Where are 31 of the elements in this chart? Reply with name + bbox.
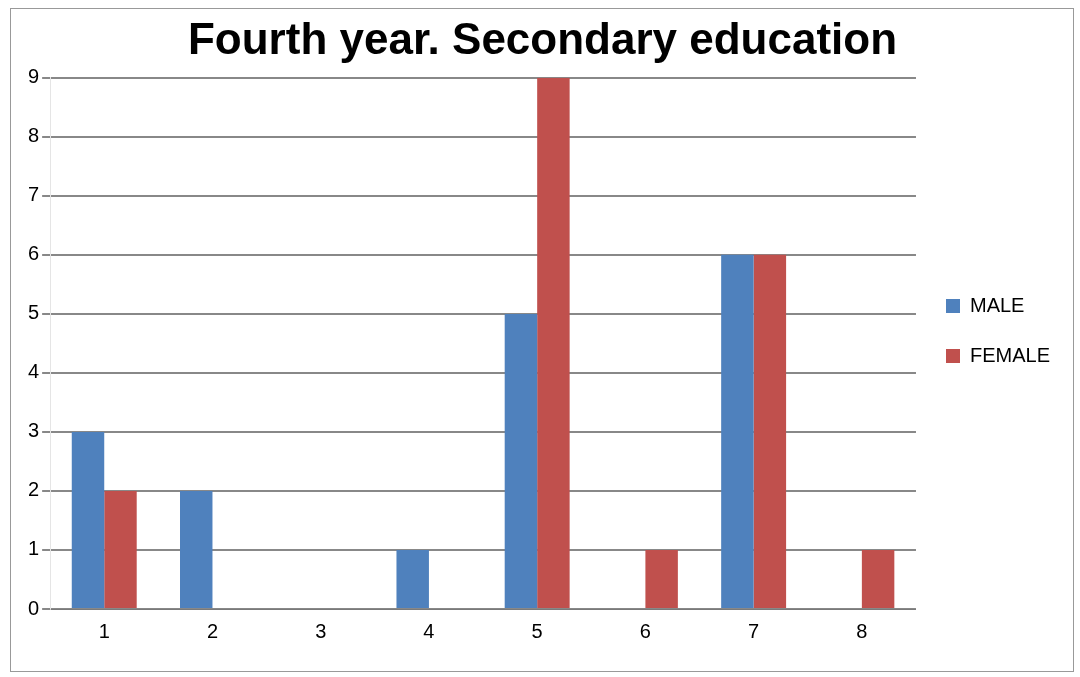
legend-label: FEMALE <box>969 343 1051 366</box>
chart-title: Fourth year. Secondary education <box>187 13 898 63</box>
x-tick-label: 4 <box>423 619 435 642</box>
y-tick-label: 1 <box>28 537 40 560</box>
x-tick-label: 8 <box>856 619 868 642</box>
bar <box>537 77 570 608</box>
y-tick-label: 2 <box>28 478 40 501</box>
y-tick-label: 5 <box>28 301 40 324</box>
y-tick-label: 6 <box>28 242 40 265</box>
x-tick-label: 5 <box>531 619 543 642</box>
bar <box>180 490 213 608</box>
y-tick-label: 0 <box>28 596 40 619</box>
legend-label: MALE <box>969 293 1025 316</box>
y-tick-label: 8 <box>28 124 40 147</box>
bar <box>861 549 895 608</box>
y-tick-label: 7 <box>28 183 40 206</box>
bar <box>645 549 678 608</box>
x-tick-label: 7 <box>748 619 760 642</box>
y-tick-label: 9 <box>28 65 40 88</box>
x-tick-label: 2 <box>206 619 219 642</box>
bar <box>504 313 538 608</box>
bar <box>71 431 105 608</box>
x-tick-label: 6 <box>639 619 651 642</box>
y-tick-label: 3 <box>28 419 40 442</box>
bar <box>721 254 754 608</box>
x-tick-label: 3 <box>315 619 327 642</box>
bar <box>753 254 787 608</box>
x-tick-label: 1 <box>98 619 110 642</box>
y-tick-label: 4 <box>28 360 40 383</box>
bar <box>396 549 429 608</box>
bar <box>104 490 137 608</box>
